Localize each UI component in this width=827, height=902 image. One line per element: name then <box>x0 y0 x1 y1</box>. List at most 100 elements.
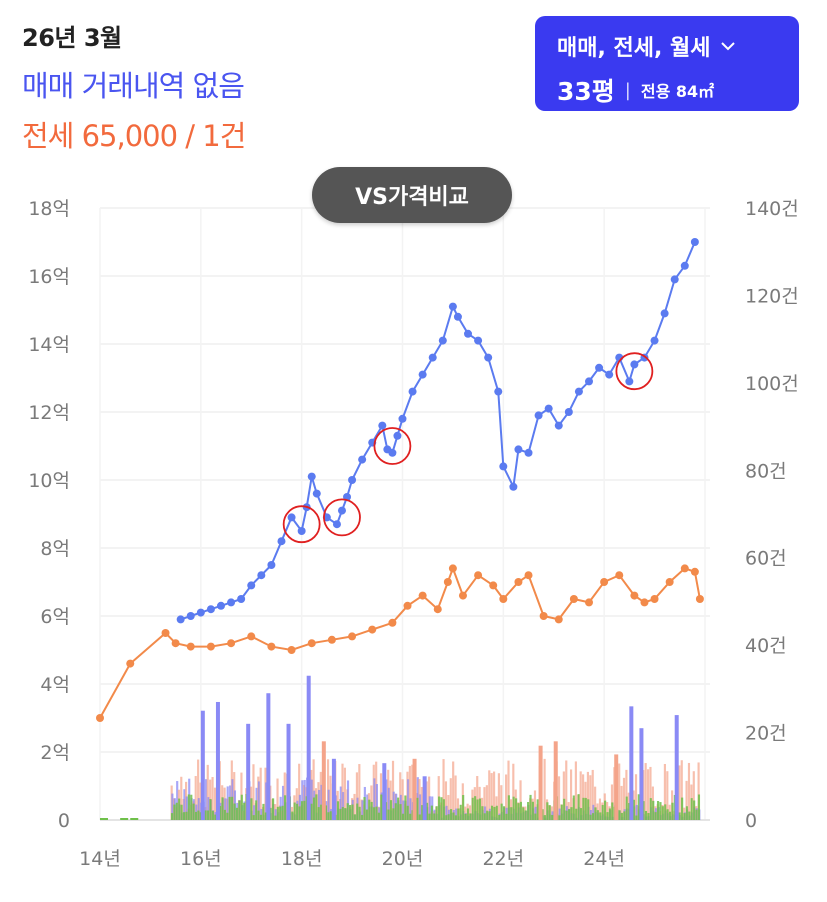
volume-bar-sale <box>445 805 448 820</box>
volume-peak-sale <box>200 710 205 820</box>
volume-bar-rent <box>440 797 443 820</box>
jeonse-point <box>539 612 548 620</box>
volume-bar-sale <box>409 798 412 820</box>
volume-bar-rent <box>478 798 482 820</box>
volume-peak-sale <box>215 701 220 820</box>
jeonse-point <box>267 642 276 651</box>
sale-point <box>393 431 402 440</box>
volume-bar-rent <box>257 810 260 820</box>
volume-bar-rent <box>418 814 421 820</box>
volume-bar-rent <box>346 803 349 820</box>
jeonse-point <box>443 578 452 586</box>
volume-bar-jeonse <box>582 774 585 820</box>
volume-bar-jeonse <box>565 760 568 820</box>
volume-bar-jeonse <box>420 786 423 820</box>
sale-point <box>595 363 604 372</box>
y-right-tick-label: 100건 <box>745 373 799 395</box>
volume-bar-jeonse <box>618 763 621 820</box>
volume-bar-jeonse <box>622 777 626 820</box>
volume-bar-rent <box>623 811 626 820</box>
volume-bar-rent <box>589 814 592 820</box>
volume-bar-rent <box>344 808 347 820</box>
volume-bar-sale <box>407 779 410 820</box>
volume-bar-jeonse <box>329 775 332 820</box>
volume-bar-rent <box>373 807 376 820</box>
volume-bar-jeonse <box>610 784 614 820</box>
volume-bar-jeonse <box>490 773 493 820</box>
jeonse-point <box>327 635 336 644</box>
sale-point <box>474 336 483 345</box>
volume-bar-jeonse <box>598 798 602 820</box>
volume-bar-rent <box>281 805 284 820</box>
sale-point <box>227 598 236 607</box>
volume-bar-jeonse <box>259 767 262 820</box>
volume-bar-rent <box>170 813 174 820</box>
volume-bar-rent <box>652 800 655 820</box>
volume-bar-rent <box>690 798 693 820</box>
highlight-circle <box>282 505 321 544</box>
volume-bar-rent <box>671 802 674 820</box>
volume-bar-rent <box>207 810 210 820</box>
vs-compare-button[interactable]: VS가격비교 <box>312 167 512 223</box>
volume-bar-rent <box>659 802 662 820</box>
volume-bar-jeonse <box>574 761 577 820</box>
jeonse-point <box>695 595 704 603</box>
sale-status: 매매 거래내역 없음 <box>22 69 245 103</box>
volume-bar-jeonse <box>488 770 491 820</box>
sale-point <box>534 411 543 420</box>
volume-bar-rent <box>445 815 448 820</box>
volume-bar-rent <box>173 804 176 820</box>
sale-point <box>337 506 346 515</box>
volume-peak-jeonse <box>412 758 417 820</box>
y-left-tick-label: 0 <box>58 810 70 832</box>
volume-peak-jeonse <box>614 754 619 820</box>
volume-bar-rent <box>187 794 190 820</box>
volume-bar-rent <box>235 807 239 820</box>
volume-bar-jeonse <box>444 781 448 820</box>
y-left-tick-label: 18억 <box>28 198 70 220</box>
y-left-tick-label: 14억 <box>28 334 70 356</box>
jeonse-point <box>665 578 674 586</box>
volume-bar-rent <box>688 811 691 820</box>
sale-point <box>307 472 316 481</box>
volume-bar-rent <box>666 809 669 820</box>
volume-bar-sale <box>455 808 458 820</box>
volume-bar-jeonse <box>586 771 589 820</box>
volume-bar-rent <box>303 800 306 820</box>
volume-bar-rent <box>284 795 287 820</box>
sale-point <box>287 513 296 522</box>
volume-bar-rent <box>353 814 356 820</box>
y-right-tick-label: 60건 <box>745 548 787 570</box>
volume-bar-sale <box>207 797 210 820</box>
highlight-circle <box>373 427 412 465</box>
jeonse-point <box>433 605 442 614</box>
jeonse-point <box>615 571 624 580</box>
volume-bar-sale <box>171 793 174 820</box>
volume-bar-rent <box>483 813 486 820</box>
sale-point <box>388 448 397 457</box>
volume-bar-rent <box>221 797 224 820</box>
deal-filter-button[interactable]: 매매, 전세, 월세 33평 | 전용 84㎡ <box>535 16 799 111</box>
volume-bar-sale <box>318 789 321 820</box>
volume-bar-rent <box>495 805 498 820</box>
volume-peak-jeonse <box>538 745 543 820</box>
volume-bar-rent <box>668 811 672 820</box>
sale-point <box>670 275 679 284</box>
volume-bar-rent <box>505 813 508 820</box>
volume-bar-rent <box>575 808 578 820</box>
sale-point <box>605 370 614 379</box>
jeonse-point <box>388 618 397 627</box>
volume-bar-rent <box>361 814 364 820</box>
volume-bar-sale <box>327 789 330 820</box>
volume-bar-jeonse <box>519 780 522 820</box>
volume-bar-rent <box>678 812 681 820</box>
y-left-tick-label: 2억 <box>40 742 70 764</box>
volume-bar-jeonse <box>557 776 561 820</box>
volume-bar-rent <box>250 798 253 820</box>
volume-bar-sale <box>342 792 345 820</box>
volume-bar-rent <box>599 812 602 820</box>
volume-bar-rent <box>601 804 604 820</box>
volume-bar-rent <box>543 815 547 820</box>
jeonse-point <box>161 629 170 637</box>
sale-point <box>690 238 699 246</box>
